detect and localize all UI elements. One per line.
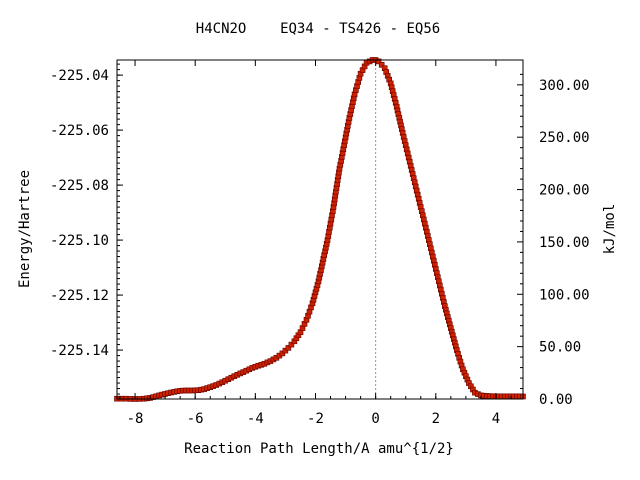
- x-axis-ticks: -8 -6 -4 -2 0 2 4: [119, 60, 512, 427]
- x-tick-label: -2: [307, 411, 324, 427]
- plot-frame: [116, 59, 524, 400]
- data-point: [288, 341, 295, 348]
- y2-tick-label: 300.00: [539, 78, 590, 94]
- y2-tick-label: 150.00: [539, 235, 590, 251]
- y2-tick-label: 0.00: [539, 392, 573, 408]
- x-tick-label: -6: [187, 411, 204, 427]
- y-tick-label: -225.10: [50, 233, 109, 249]
- y2-tick-label: 50.00: [539, 340, 581, 356]
- x-tick-label: -4: [247, 411, 264, 427]
- y2-tick-label: 200.00: [539, 183, 590, 199]
- y-axis-ticks: -225.14 -225.12 -225.10 -225.08 -225.06 -225.…: [50, 63, 123, 395]
- x-tick-label: 2: [432, 411, 440, 427]
- y2-axis-label: kJ/mol: [602, 204, 618, 255]
- data-point: [378, 61, 385, 68]
- y2-tick-label: 250.00: [539, 130, 590, 146]
- plot-area: [114, 57, 526, 402]
- y-tick-label: -225.14: [50, 343, 109, 359]
- y-tick-label: -225.06: [50, 123, 109, 139]
- y-axis-label: Energy/Hartree: [17, 170, 33, 288]
- y-tick-label: -225.12: [50, 288, 109, 304]
- x-tick-label: 4: [492, 411, 500, 427]
- y2-tick-label: 100.00: [539, 287, 590, 303]
- x-tick-label: 0: [371, 411, 379, 427]
- y2-axis-ticks: 0.00 50.00 100.00 150.00 200.00 250.00 300.00: [517, 73, 590, 408]
- data-point: [285, 345, 292, 351]
- y-tick-label: -225.08: [50, 178, 109, 194]
- chart-title: H4CN2O EQ34 - TS426 - EQ56: [196, 21, 440, 37]
- series-line: [117, 59, 524, 400]
- x-axis-label: Reaction Path Length/A amu^{1/2}: [184, 441, 454, 457]
- y-tick-label: -225.04: [50, 68, 109, 84]
- x-tick-label: -8: [127, 411, 144, 427]
